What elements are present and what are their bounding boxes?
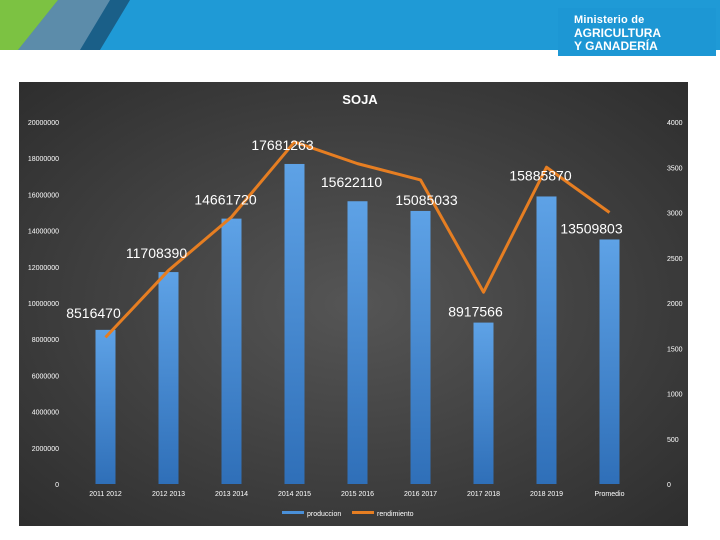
right-axis: 0 500 1000 1500 2000 2500 3000 3500 4000 bbox=[667, 120, 683, 489]
header-green-shape bbox=[0, 0, 58, 50]
x-tick-label: Promedio bbox=[595, 491, 625, 498]
legend-label-produccion: produccion bbox=[307, 511, 341, 518]
data-label: 8917566 bbox=[448, 304, 503, 320]
left-axis: 0 2000000 4000000 6000000 8000000 10000000 120… bbox=[28, 120, 59, 489]
left-tick-label: 14000000 bbox=[28, 229, 59, 236]
bar bbox=[221, 218, 242, 484]
left-tick-label: 16000000 bbox=[28, 192, 59, 199]
rendimiento-line bbox=[104, 140, 611, 339]
right-tick-label: 2500 bbox=[667, 256, 683, 263]
left-tick-label: 0 bbox=[55, 482, 59, 489]
data-label: 15085033 bbox=[395, 192, 458, 208]
x-tick-label: 2011 2012 bbox=[89, 491, 122, 498]
x-tick-label: 2013 2014 bbox=[215, 491, 248, 498]
data-labels: 8516470 11708390 14661720 17681263 15622110 1… bbox=[66, 137, 623, 321]
data-label: 15622110 bbox=[321, 174, 382, 190]
left-tick-label: 2000000 bbox=[32, 446, 59, 453]
x-tick-label: 2012 2013 bbox=[152, 491, 185, 498]
x-tick-label: 2017 2018 bbox=[467, 491, 500, 498]
chart-area: 0 2000000 4000000 6000000 8000000 10000000 120… bbox=[19, 82, 688, 526]
header: Ministerio de AGRICULTURA Y GANADERÍA bbox=[0, 0, 720, 70]
left-tick-label: 4000000 bbox=[32, 410, 59, 417]
chart-title: SOJA bbox=[342, 92, 378, 107]
right-tick-label: 500 bbox=[667, 437, 679, 444]
left-tick-label: 6000000 bbox=[32, 373, 59, 380]
right-tick-label: 4000 bbox=[667, 120, 683, 127]
header-decoration bbox=[0, 0, 130, 50]
left-tick-label: 8000000 bbox=[32, 337, 59, 344]
right-tick-label: 0 bbox=[667, 482, 671, 489]
ministry-line2: AGRICULTURA bbox=[574, 26, 662, 40]
x-tick-label: 2014 2015 bbox=[278, 491, 311, 498]
x-tick-label: 2018 2019 bbox=[530, 491, 563, 498]
bar-series bbox=[95, 163, 620, 484]
data-label: 17681263 bbox=[251, 137, 314, 153]
left-tick-label: 12000000 bbox=[28, 265, 59, 272]
legend-swatch-produccion bbox=[282, 511, 304, 514]
left-tick-label: 10000000 bbox=[28, 301, 59, 308]
line-series bbox=[104, 140, 611, 339]
data-label: 11708390 bbox=[126, 245, 187, 261]
bar bbox=[536, 196, 557, 484]
data-label: 14661720 bbox=[194, 192, 257, 208]
right-tick-label: 3000 bbox=[667, 211, 683, 218]
bar bbox=[284, 163, 305, 484]
left-tick-label: 20000000 bbox=[28, 120, 59, 127]
x-tick-label: 2016 2017 bbox=[404, 491, 437, 498]
legend-label-rendimiento: rendimiento bbox=[377, 511, 414, 518]
data-label: 13509803 bbox=[560, 220, 623, 236]
ministry-logo: Ministerio de AGRICULTURA Y GANADERÍA bbox=[558, 8, 716, 56]
bar bbox=[158, 272, 179, 484]
data-label: 8516470 bbox=[66, 305, 121, 321]
legend: produccion rendimiento bbox=[282, 511, 414, 518]
left-tick-label: 18000000 bbox=[28, 156, 59, 163]
bar bbox=[599, 239, 620, 484]
right-tick-label: 1000 bbox=[667, 392, 683, 399]
bar bbox=[347, 201, 368, 484]
header-light-shape bbox=[18, 0, 110, 50]
x-axis: 2011 2012 2012 2013 2013 2014 2014 2015 2015… bbox=[89, 491, 624, 498]
bar bbox=[410, 210, 431, 484]
x-tick-label: 2015 2016 bbox=[341, 491, 374, 498]
right-tick-label: 2000 bbox=[667, 301, 683, 308]
ministry-line1: Ministerio de bbox=[574, 14, 645, 26]
ministry-line3: Y GANADERÍA bbox=[574, 39, 658, 53]
data-label: 15885870 bbox=[509, 167, 572, 183]
legend-swatch-rendimiento bbox=[352, 511, 374, 514]
bar bbox=[473, 322, 494, 484]
right-tick-label: 3500 bbox=[667, 165, 683, 172]
bar bbox=[95, 329, 116, 484]
right-tick-label: 1500 bbox=[667, 346, 683, 353]
